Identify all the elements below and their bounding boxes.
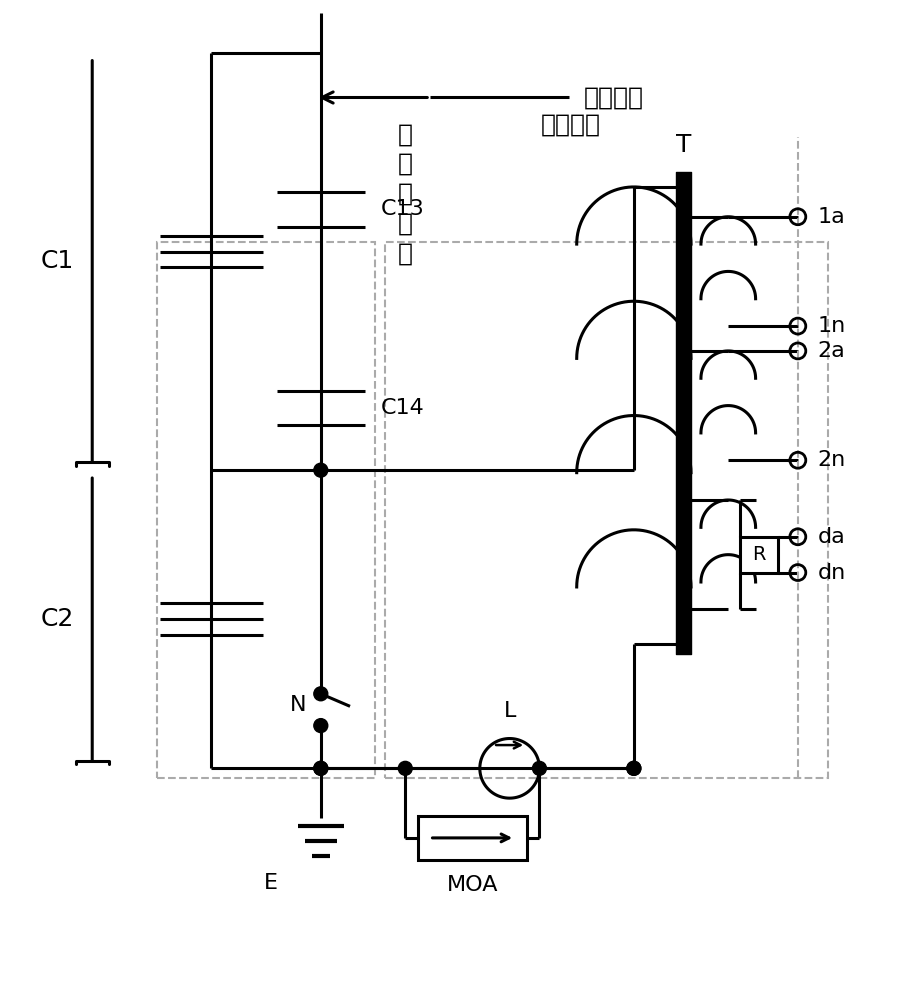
- Text: N: N: [290, 695, 306, 715]
- Text: MOA: MOA: [446, 875, 498, 895]
- Bar: [418, 816, 527, 860]
- Text: 电
容
分
压
器: 电 容 分 压 器: [398, 122, 413, 265]
- Circle shape: [314, 719, 328, 733]
- Text: dn: dn: [818, 563, 846, 583]
- Text: C1: C1: [40, 249, 74, 273]
- Circle shape: [533, 761, 546, 775]
- Text: L: L: [503, 701, 516, 721]
- Text: 2a: 2a: [818, 341, 845, 361]
- Circle shape: [627, 761, 641, 775]
- Text: 电磁单元: 电磁单元: [541, 112, 601, 136]
- Text: C14: C14: [381, 398, 424, 418]
- Bar: [740, 537, 778, 573]
- Text: R: R: [752, 545, 766, 564]
- Bar: [157, 242, 375, 778]
- Text: T: T: [676, 133, 691, 157]
- Circle shape: [314, 761, 328, 775]
- Circle shape: [314, 687, 328, 701]
- Text: 1n: 1n: [818, 316, 846, 336]
- Circle shape: [627, 761, 641, 775]
- Text: 1a: 1a: [818, 207, 845, 227]
- Text: C13: C13: [381, 199, 424, 219]
- Text: E: E: [264, 873, 278, 893]
- Circle shape: [314, 463, 328, 477]
- Text: C2: C2: [40, 607, 74, 631]
- Text: 2n: 2n: [818, 450, 846, 470]
- Circle shape: [314, 761, 328, 775]
- Circle shape: [399, 761, 412, 775]
- Bar: [385, 242, 828, 778]
- Text: da: da: [818, 527, 845, 547]
- Text: 高压引线: 高压引线: [584, 85, 644, 109]
